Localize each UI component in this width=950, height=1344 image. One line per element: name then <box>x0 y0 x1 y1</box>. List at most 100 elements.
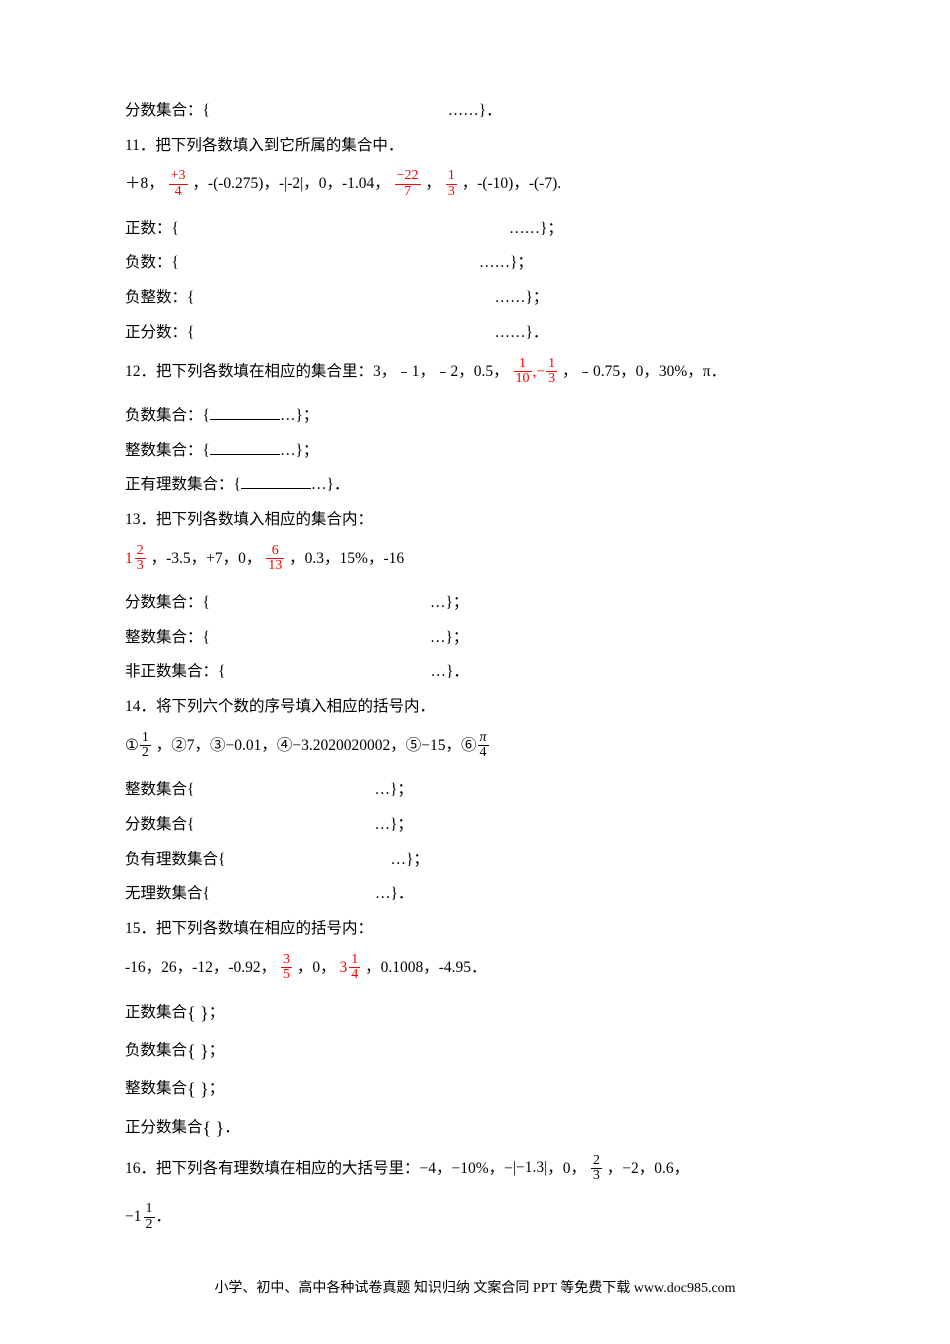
fraction-neg22-over-7: −227 <box>395 169 421 199</box>
text: ，0.1008，-4.95． <box>365 958 486 975</box>
label: 正有理数集合：{ <box>125 476 241 493</box>
num: 1 <box>144 1202 155 1218</box>
text: 12．把下列各数填在相应的集合里：3，﹣1，﹣2，0.5， <box>125 362 509 379</box>
label: 整数集合：{ <box>125 629 210 646</box>
mixed-3-1-4: 314 <box>340 953 362 983</box>
label: 正分数：{ <box>125 324 194 341</box>
den: 10 <box>514 372 532 387</box>
end: ……}； <box>494 289 548 306</box>
fraction-1-over-2: 12 <box>140 731 151 761</box>
curly: { } <box>187 1003 209 1023</box>
den: 3 <box>446 185 457 200</box>
whole: 1 <box>134 1206 142 1228</box>
fraction-plus3-over-4: +34 <box>169 169 188 199</box>
den: 13 <box>266 559 284 574</box>
end: …}； <box>430 594 468 611</box>
q13-nonpos: 非正数集合：{…}． <box>125 661 825 683</box>
q11-title: 11．把下列各数填入到它所属的集合中． <box>125 135 825 157</box>
mixed-1-2-3: 123 <box>125 544 147 574</box>
num: 2 <box>135 544 146 560</box>
end: …}； <box>374 781 412 798</box>
curly: { } <box>203 1118 225 1138</box>
fraction-1-over-3: 13 <box>546 357 557 387</box>
text: ，﹣0.75，0，30%，π． <box>562 362 726 379</box>
footer: 小学、初中、高中各种试卷真题 知识归纳 文案合同 PPT 等免费下载 www.d… <box>0 1279 950 1299</box>
q13-frac: 分数集合：{ …}； <box>125 592 825 614</box>
end: ； <box>209 1042 225 1059</box>
num: 1 <box>140 731 151 747</box>
q13-numbers: 123 ，-3.5，+7，0， 613 ，0.3，15%，-16 <box>125 544 825 574</box>
num: 3 <box>281 953 292 969</box>
end: ； <box>209 1080 225 1097</box>
q13-title: 13．把下列各数填入相应的集合内： <box>125 509 825 531</box>
num: 2 <box>591 1154 602 1170</box>
frac: 23 <box>135 544 146 574</box>
frac: 14 <box>349 953 360 983</box>
q15-posfrac: 正分数集合{ }． <box>125 1116 825 1141</box>
fraction-3-over-5: 35 <box>281 953 292 983</box>
text: ＋8， <box>125 175 164 192</box>
q16-cont: −112． <box>125 1202 825 1232</box>
den: 3 <box>546 372 557 387</box>
text: ，-3.5，+7，0， <box>151 549 262 566</box>
q11-pos: 正数：{……}； <box>125 218 825 240</box>
label: 正数：{ <box>125 220 179 237</box>
q16-title: 16．把下列各有理数填在相应的大括号里：−4，−10%，−−1.3，0， 23 … <box>125 1154 825 1184</box>
blank <box>241 474 311 489</box>
label: 分数集合：{ <box>125 102 210 119</box>
blank <box>210 440 280 455</box>
num: 6 <box>266 544 284 560</box>
label: 负数集合：{ <box>125 407 210 424</box>
end: …}； <box>374 816 412 833</box>
den: 3 <box>591 1169 602 1184</box>
text: ① <box>125 737 139 754</box>
curly: { } <box>187 1079 209 1099</box>
label: 正数集合 <box>125 1004 187 1021</box>
num: 1 <box>546 357 557 373</box>
label: 整数集合{ <box>125 781 194 798</box>
label: 负整数：{ <box>125 289 194 306</box>
den: 7 <box>395 185 421 200</box>
den: 5 <box>281 968 292 983</box>
q14-irr: 无理数集合{…}． <box>125 883 825 905</box>
label: 负数集合 <box>125 1042 187 1059</box>
q14-numbers: ①12 ，②7，③−0.01，④−3.2020020002，⑤−15，⑥π4 <box>125 731 825 761</box>
num: 1 <box>446 169 457 185</box>
text: -16，26，-12，-0.92， <box>125 958 276 975</box>
num: π <box>478 731 489 747</box>
whole: 1 <box>125 548 133 570</box>
text: ，−2，0.6， <box>607 1159 689 1176</box>
den: 4 <box>169 185 188 200</box>
num: 1 <box>514 357 532 373</box>
q15-numbers: -16，26，-12，-0.92， 35 ，0， 314 ，0.1008，-4.… <box>125 953 825 983</box>
q15-title: 15．把下列各数填在相应的括号内： <box>125 918 825 940</box>
den: 4 <box>349 968 360 983</box>
end: ； <box>209 1004 225 1021</box>
q11-negint: 负整数：{ ……}； <box>125 287 825 309</box>
label: 分数集合：{ <box>125 594 210 611</box>
den: 2 <box>144 1218 155 1233</box>
q12-neg: 负数集合：{ …}； <box>125 405 825 427</box>
label: 整数集合：{ <box>125 442 210 459</box>
q14-title: 14．将下列六个数的序号填入相应的括号内． <box>125 696 825 718</box>
text: ，-(-0.275)，-|-2|，0，-1.04， <box>192 175 389 192</box>
curly: { } <box>187 1041 209 1061</box>
q11-numbers: ＋8， +34 ，-(-0.275)，-|-2|，0，-1.04， −227 ，… <box>125 169 825 199</box>
q11-neg: 负数：{……}； <box>125 252 825 274</box>
end: …}． <box>375 885 413 902</box>
end: ……}． <box>494 324 548 341</box>
end: ． <box>224 1119 240 1136</box>
end: ……}． <box>448 102 502 119</box>
neg-sign: − <box>125 1208 134 1225</box>
q15-neg: 负数集合{ }； <box>125 1039 825 1064</box>
label: 负数：{ <box>125 254 179 271</box>
end: …}； <box>280 442 318 459</box>
q15-int: 整数集合{ }； <box>125 1077 825 1102</box>
end: …}； <box>280 407 318 424</box>
text: ． <box>156 1208 172 1225</box>
text: ,− <box>533 362 546 379</box>
fraction-1-over-3: 13 <box>446 169 457 199</box>
fraction-6-over-13: 613 <box>266 544 284 574</box>
den: 4 <box>478 746 489 761</box>
label: 分数集合{ <box>125 816 194 833</box>
